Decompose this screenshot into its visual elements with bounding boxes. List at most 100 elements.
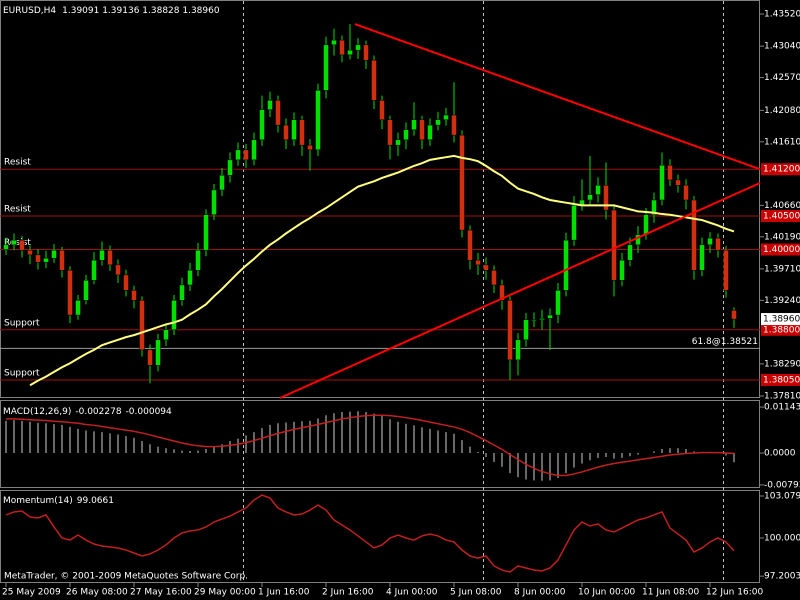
y-tick-label: 1.38290: [764, 359, 800, 369]
main-panel-frame: [0, 0, 760, 398]
candle-body: [83, 280, 89, 301]
candle-body: [451, 114, 457, 136]
candle-body: [67, 269, 73, 316]
x-tick-label: 29 May 00:00: [194, 588, 256, 598]
macd-readout: -0.002278: [75, 407, 121, 417]
candle-body: [299, 119, 305, 146]
y-tick-label: -0.00793: [764, 480, 800, 490]
y-tick-label: 1.41610: [764, 137, 800, 147]
macd-panel-frame: [0, 400, 760, 488]
level-price-box: [761, 163, 800, 176]
candle-body: [627, 244, 633, 261]
y-tick-label: 1.43040: [764, 42, 800, 52]
candle-body: [291, 119, 297, 141]
level-price-label: 1.41200: [763, 165, 800, 175]
y-tick-label: 1.39710: [764, 264, 800, 274]
candle-body: [419, 119, 425, 141]
candle-body: [251, 139, 257, 161]
candle-body: [235, 149, 241, 161]
candle-body: [595, 185, 601, 195]
y-tick-label: 1.40190: [764, 232, 800, 242]
candle-body: [43, 257, 49, 263]
panel-title: EURUSD,H4 1.39091 1.39136 1.38828 1.38960: [3, 6, 220, 16]
candle-body: [99, 249, 105, 261]
candle-body: [323, 44, 329, 91]
candle-body: [547, 314, 553, 319]
candle-body: [499, 284, 505, 301]
candle-body: [227, 159, 233, 176]
y-tick-label: 1.39240: [764, 296, 800, 306]
momentum-line: [5, 494, 735, 573]
candle-body: [371, 59, 377, 101]
candle-body: [467, 229, 473, 261]
candle-body: [491, 269, 497, 286]
candle-body: [603, 185, 609, 211]
watermark: MetaTrader, © 2001-2009 MetaQuotes Softw…: [4, 572, 248, 582]
candle-body: [379, 100, 385, 120]
candle-body: [443, 114, 449, 120]
candle-body: [507, 300, 513, 361]
x-tick-label: 25 May 2009: [2, 588, 61, 598]
candle-body: [611, 209, 617, 281]
signal-readout: -0.000094: [126, 407, 172, 417]
candle-body: [275, 100, 281, 126]
candle-body: [555, 290, 561, 316]
y-tick-label: 103.0795: [764, 492, 800, 502]
momentum-readout: 99.0661: [77, 496, 114, 506]
x-tick-label: 26 May 08:00: [66, 588, 128, 598]
candle-body: [315, 90, 321, 151]
x-tick-label: 5 Jun 08:00: [450, 588, 502, 598]
candle-body: [587, 194, 593, 201]
trendline: [354, 23, 761, 171]
candle-body: [515, 339, 521, 361]
y-tick-label: 0.011435: [764, 403, 800, 413]
fib-label: 61.8@1.38521: [692, 337, 758, 347]
candle-body: [51, 249, 57, 259]
level-price-label: 1.38050: [763, 375, 800, 385]
candle-body: [283, 124, 289, 141]
candle-body: [139, 300, 145, 351]
y-tick-label: 1.42080: [764, 106, 800, 116]
candle-body: [403, 129, 409, 141]
panel-title: Momentum(14) 99.0661: [3, 496, 114, 506]
x-tick-label: 10 Jun 00:00: [578, 588, 635, 598]
y-tick-label: 1.37810: [764, 391, 800, 401]
candle-body: [659, 164, 665, 201]
trendline: [279, 182, 761, 399]
candle-body: [203, 214, 209, 251]
candle-body: [643, 214, 649, 236]
candle-body: [531, 319, 537, 321]
candle-body: [723, 249, 729, 291]
candle-body: [11, 239, 17, 246]
candle-body: [563, 239, 569, 291]
candle-body: [171, 300, 177, 331]
candle-body: [331, 39, 337, 46]
candle-body: [107, 249, 113, 266]
level-price-label: 1.40000: [763, 245, 800, 255]
candle-body: [243, 149, 249, 161]
candle-body: [411, 119, 417, 131]
y-tick-label: 1.42570: [764, 73, 800, 83]
level-name: Resist: [4, 205, 31, 215]
x-tick-label: 1 Jun 16:00: [258, 588, 310, 598]
candle-body: [163, 329, 169, 341]
candle-body: [355, 44, 361, 51]
y-tick-label: 97.2003: [764, 572, 800, 582]
level-name: Resist: [4, 158, 31, 168]
x-tick-label: 27 May 16:00: [130, 588, 192, 598]
level-price-label: 1.38800: [763, 325, 800, 335]
candle-body: [59, 249, 65, 271]
candle-body: [691, 199, 697, 271]
candle-body: [459, 134, 465, 231]
indicator-name: MACD(12,26,9): [3, 407, 71, 417]
candle-body: [483, 264, 489, 271]
candle-body: [75, 300, 81, 316]
x-tick-label: 12 Jun 16:00: [706, 588, 763, 598]
level-price-box: [761, 243, 800, 256]
level-name: Support: [4, 368, 40, 378]
candle-body: [19, 239, 25, 251]
candle-body: [363, 44, 369, 61]
indicator-name: Momentum(14): [3, 496, 73, 506]
candle-body: [731, 310, 737, 320]
level-price-box: [761, 210, 800, 223]
